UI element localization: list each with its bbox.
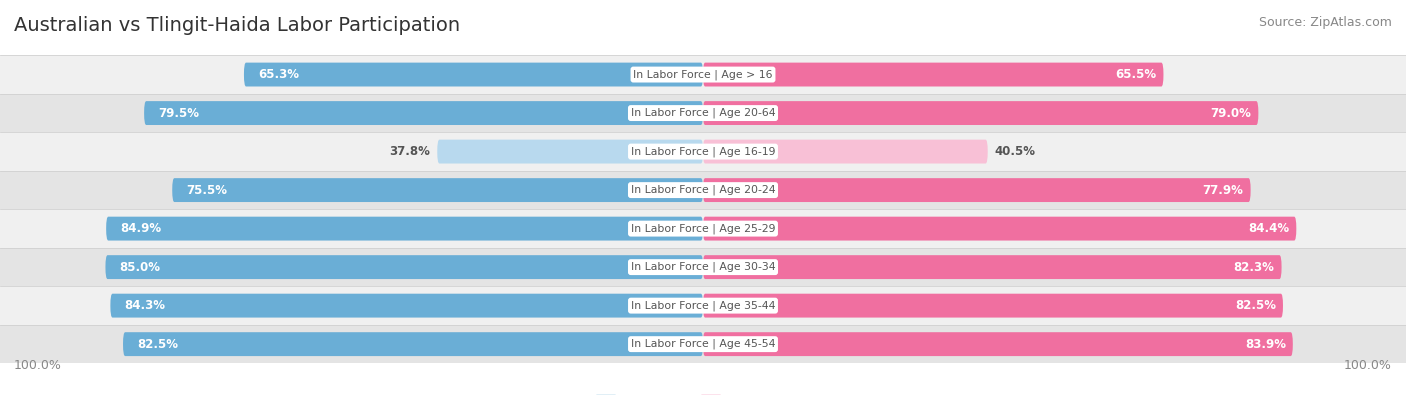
- Text: 79.0%: 79.0%: [1211, 107, 1251, 120]
- Text: 37.8%: 37.8%: [389, 145, 430, 158]
- FancyBboxPatch shape: [437, 140, 703, 164]
- Text: Source: ZipAtlas.com: Source: ZipAtlas.com: [1258, 16, 1392, 29]
- Bar: [0, 171, 1406, 209]
- Text: 82.5%: 82.5%: [138, 338, 179, 351]
- Text: Australian vs Tlingit-Haida Labor Participation: Australian vs Tlingit-Haida Labor Partic…: [14, 16, 460, 35]
- Text: In Labor Force | Age 35-44: In Labor Force | Age 35-44: [631, 300, 775, 311]
- Text: 40.5%: 40.5%: [995, 145, 1036, 158]
- Text: 83.9%: 83.9%: [1244, 338, 1286, 351]
- Text: In Labor Force | Age > 16: In Labor Force | Age > 16: [633, 69, 773, 80]
- Text: In Labor Force | Age 45-54: In Labor Force | Age 45-54: [631, 339, 775, 350]
- Text: In Labor Force | Age 20-24: In Labor Force | Age 20-24: [631, 185, 775, 196]
- Bar: [0, 209, 1406, 248]
- Text: 100.0%: 100.0%: [1344, 359, 1392, 372]
- Text: 75.5%: 75.5%: [186, 184, 228, 197]
- Bar: [0, 248, 1406, 286]
- FancyBboxPatch shape: [105, 255, 703, 279]
- FancyBboxPatch shape: [703, 63, 1164, 87]
- FancyBboxPatch shape: [703, 101, 1258, 125]
- Bar: [0, 325, 1406, 363]
- Text: In Labor Force | Age 30-34: In Labor Force | Age 30-34: [631, 262, 775, 273]
- FancyBboxPatch shape: [105, 217, 703, 241]
- Text: 82.3%: 82.3%: [1233, 261, 1275, 274]
- FancyBboxPatch shape: [173, 178, 703, 202]
- Bar: [0, 55, 1406, 94]
- Bar: [0, 132, 1406, 171]
- FancyBboxPatch shape: [703, 178, 1251, 202]
- FancyBboxPatch shape: [703, 217, 1296, 241]
- Text: In Labor Force | Age 16-19: In Labor Force | Age 16-19: [631, 146, 775, 157]
- Text: 82.5%: 82.5%: [1234, 299, 1277, 312]
- Text: 84.3%: 84.3%: [125, 299, 166, 312]
- Text: In Labor Force | Age 20-64: In Labor Force | Age 20-64: [631, 108, 775, 118]
- FancyBboxPatch shape: [703, 294, 1282, 318]
- FancyBboxPatch shape: [703, 140, 987, 164]
- FancyBboxPatch shape: [245, 63, 703, 87]
- Text: 84.4%: 84.4%: [1249, 222, 1289, 235]
- Text: 100.0%: 100.0%: [14, 359, 62, 372]
- Bar: [0, 94, 1406, 132]
- Text: 79.5%: 79.5%: [157, 107, 200, 120]
- Text: 84.9%: 84.9%: [120, 222, 162, 235]
- FancyBboxPatch shape: [145, 101, 703, 125]
- FancyBboxPatch shape: [703, 255, 1282, 279]
- FancyBboxPatch shape: [110, 294, 703, 318]
- Text: 65.3%: 65.3%: [259, 68, 299, 81]
- Legend: Australian, Tlingit-Haida: Australian, Tlingit-Haida: [592, 389, 814, 395]
- Text: 85.0%: 85.0%: [120, 261, 160, 274]
- Text: 77.9%: 77.9%: [1202, 184, 1244, 197]
- Text: 65.5%: 65.5%: [1115, 68, 1156, 81]
- FancyBboxPatch shape: [124, 332, 703, 356]
- FancyBboxPatch shape: [703, 332, 1294, 356]
- Bar: [0, 286, 1406, 325]
- Text: In Labor Force | Age 25-29: In Labor Force | Age 25-29: [631, 223, 775, 234]
